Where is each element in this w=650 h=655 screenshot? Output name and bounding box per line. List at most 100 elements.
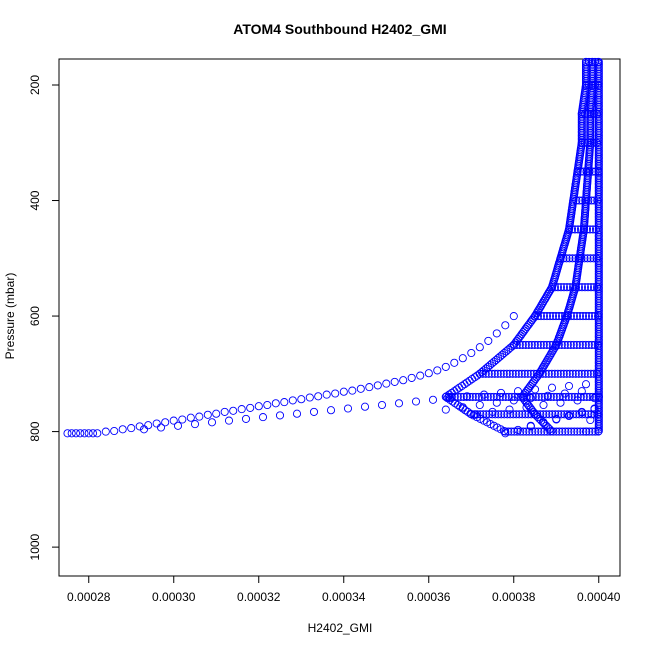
data-point (510, 392, 519, 401)
data-point (377, 400, 387, 410)
data-point (571, 369, 580, 378)
data-point (582, 392, 591, 401)
data-point (118, 425, 127, 434)
data-point (548, 410, 557, 419)
data-point (475, 400, 484, 410)
data-point (288, 396, 297, 405)
data-point (514, 369, 523, 378)
data-point (339, 387, 348, 396)
data-point (326, 406, 336, 415)
data-point (566, 340, 575, 349)
y-tick-label: 1000 (28, 533, 42, 560)
data-point (309, 407, 319, 416)
data-point (551, 312, 561, 321)
x-axis: 0.00028 0.00030 0.00032 0.00034 0.00036 0.000… (67, 575, 621, 604)
data-point (465, 376, 474, 385)
data-point (450, 358, 459, 367)
x-axis-label: H2402_GMI (308, 621, 373, 635)
data-point (292, 409, 302, 418)
data-point (539, 400, 548, 410)
data-point (570, 427, 579, 436)
data-point (582, 427, 591, 436)
data-point (496, 369, 505, 378)
data-point (348, 386, 357, 395)
data-points (63, 57, 603, 438)
data-point (585, 427, 594, 436)
data-point (477, 392, 486, 401)
data-point (563, 340, 572, 349)
y-axis: 200 400 600 800 1000 (28, 75, 60, 560)
data-point (508, 369, 517, 378)
data-point (559, 283, 569, 292)
plot-frame (58, 58, 621, 577)
data-point (555, 392, 564, 401)
data-point (581, 312, 591, 321)
data-point (584, 340, 593, 349)
data-point (322, 390, 331, 399)
data-point (84, 429, 93, 438)
data-point (110, 426, 119, 436)
data-point (490, 369, 499, 378)
data-point (463, 407, 472, 416)
data-point (263, 400, 272, 410)
data-point (581, 410, 590, 419)
data-point (545, 410, 554, 419)
data-point (544, 369, 553, 378)
data-point (531, 392, 540, 401)
data-point (152, 419, 161, 428)
data-point (518, 410, 527, 419)
data-point (365, 383, 374, 392)
data-point (475, 343, 484, 352)
data-point (536, 410, 545, 419)
data-point (565, 369, 574, 378)
data-point (220, 407, 229, 416)
data-point (80, 429, 89, 438)
data-point (229, 406, 238, 415)
data-point (504, 427, 513, 436)
data-point (486, 392, 495, 401)
data-point (459, 392, 468, 401)
data-point (554, 312, 564, 321)
data-point (373, 381, 382, 390)
data-point (528, 427, 537, 436)
data-point (580, 369, 589, 378)
data-point (569, 340, 578, 349)
data-point (485, 410, 494, 419)
data-point (594, 426, 603, 436)
data-point (501, 427, 510, 436)
data-point (506, 410, 515, 419)
data-point (484, 336, 493, 345)
data-point (504, 392, 513, 401)
data-point (331, 389, 340, 398)
data-point (499, 369, 508, 378)
data-point (545, 425, 554, 434)
data-point (135, 422, 144, 431)
data-point (586, 415, 595, 425)
data-point (511, 369, 520, 378)
data-point (526, 421, 535, 430)
data-point (67, 429, 76, 438)
data-point (161, 418, 170, 427)
data-point (578, 410, 587, 419)
data-point (502, 369, 511, 378)
data-point (203, 410, 212, 419)
data-point (579, 427, 588, 436)
data-point (556, 398, 565, 407)
data-point (474, 392, 483, 401)
data-point (382, 379, 391, 388)
data-point (584, 410, 593, 419)
data-point (246, 403, 255, 412)
data-point (539, 312, 549, 321)
data-point (492, 392, 501, 401)
data-point (513, 427, 522, 436)
data-point (562, 369, 571, 378)
y-axis-label: Pressure (mbar) (3, 273, 17, 360)
data-point (515, 410, 524, 419)
data-point (480, 392, 489, 401)
data-point (531, 427, 540, 436)
data-point (561, 392, 570, 401)
x-tick-label: 0.00032 (237, 590, 281, 604)
data-point (540, 392, 549, 401)
data-point (360, 402, 370, 411)
data-point (563, 410, 572, 419)
